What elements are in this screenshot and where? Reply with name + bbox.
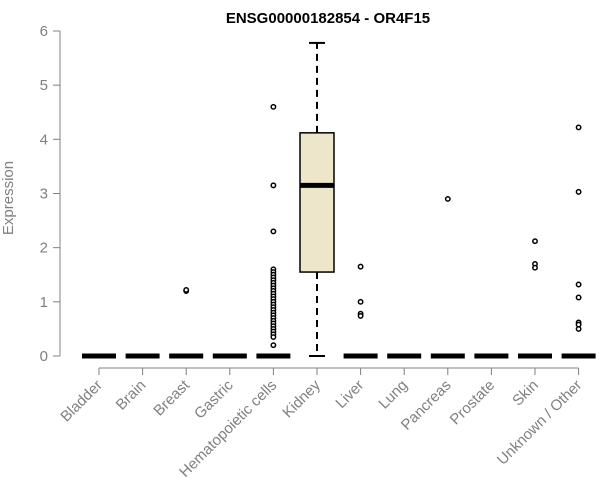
outlier-point	[575, 325, 582, 332]
iqr-box	[299, 132, 335, 273]
y-tick-label: 5	[40, 77, 48, 94]
outlier-point	[357, 263, 364, 270]
y-tick-label: 1	[40, 294, 48, 311]
box-3	[169, 286, 204, 359]
chart-title: ENSG00000182854 - OR4F15	[226, 10, 430, 27]
outlier-point	[270, 334, 277, 340]
box-6	[299, 41, 335, 357]
x-tick-label: Lung	[375, 377, 411, 413]
outlier-point	[270, 103, 277, 110]
outlier-point	[532, 238, 538, 245]
outlier-point	[270, 342, 277, 349]
box-series	[82, 41, 596, 359]
box-5	[256, 103, 291, 359]
outlier-point	[183, 286, 190, 293]
y-tick-label: 3	[40, 186, 48, 203]
x-tick-label: Liver	[332, 377, 367, 412]
y-axis-label: Expression	[0, 161, 17, 235]
y-axis: 0 1 2 3 4 5 6	[40, 23, 61, 365]
box-12	[561, 124, 596, 359]
x-tick-label: Breast	[150, 376, 193, 419]
outlier-point	[575, 294, 582, 301]
box-9	[430, 195, 465, 359]
outlier-point	[444, 195, 451, 202]
y-tick-label: 2	[40, 240, 48, 257]
y-tick-label: 4	[40, 131, 48, 148]
x-tick-label: Brain	[113, 377, 150, 414]
outlier-point	[270, 182, 277, 189]
box-7	[343, 263, 378, 359]
outlier-point	[357, 298, 364, 305]
outlier-point	[357, 312, 364, 319]
outlier-point	[575, 124, 582, 131]
x-tick-label: Prostate	[447, 377, 499, 429]
box-11	[518, 238, 552, 359]
outlier-point	[575, 281, 582, 288]
y-tick-label: 0	[40, 348, 48, 365]
x-tick-label: Skin	[509, 377, 542, 410]
y-tick-label: 6	[40, 23, 48, 40]
outlier-point	[532, 264, 538, 271]
outlier-point	[575, 188, 582, 195]
x-tick-label: Kidney	[279, 376, 324, 421]
outlier-point	[270, 228, 277, 235]
x-tick-label: Bladder	[57, 377, 106, 426]
